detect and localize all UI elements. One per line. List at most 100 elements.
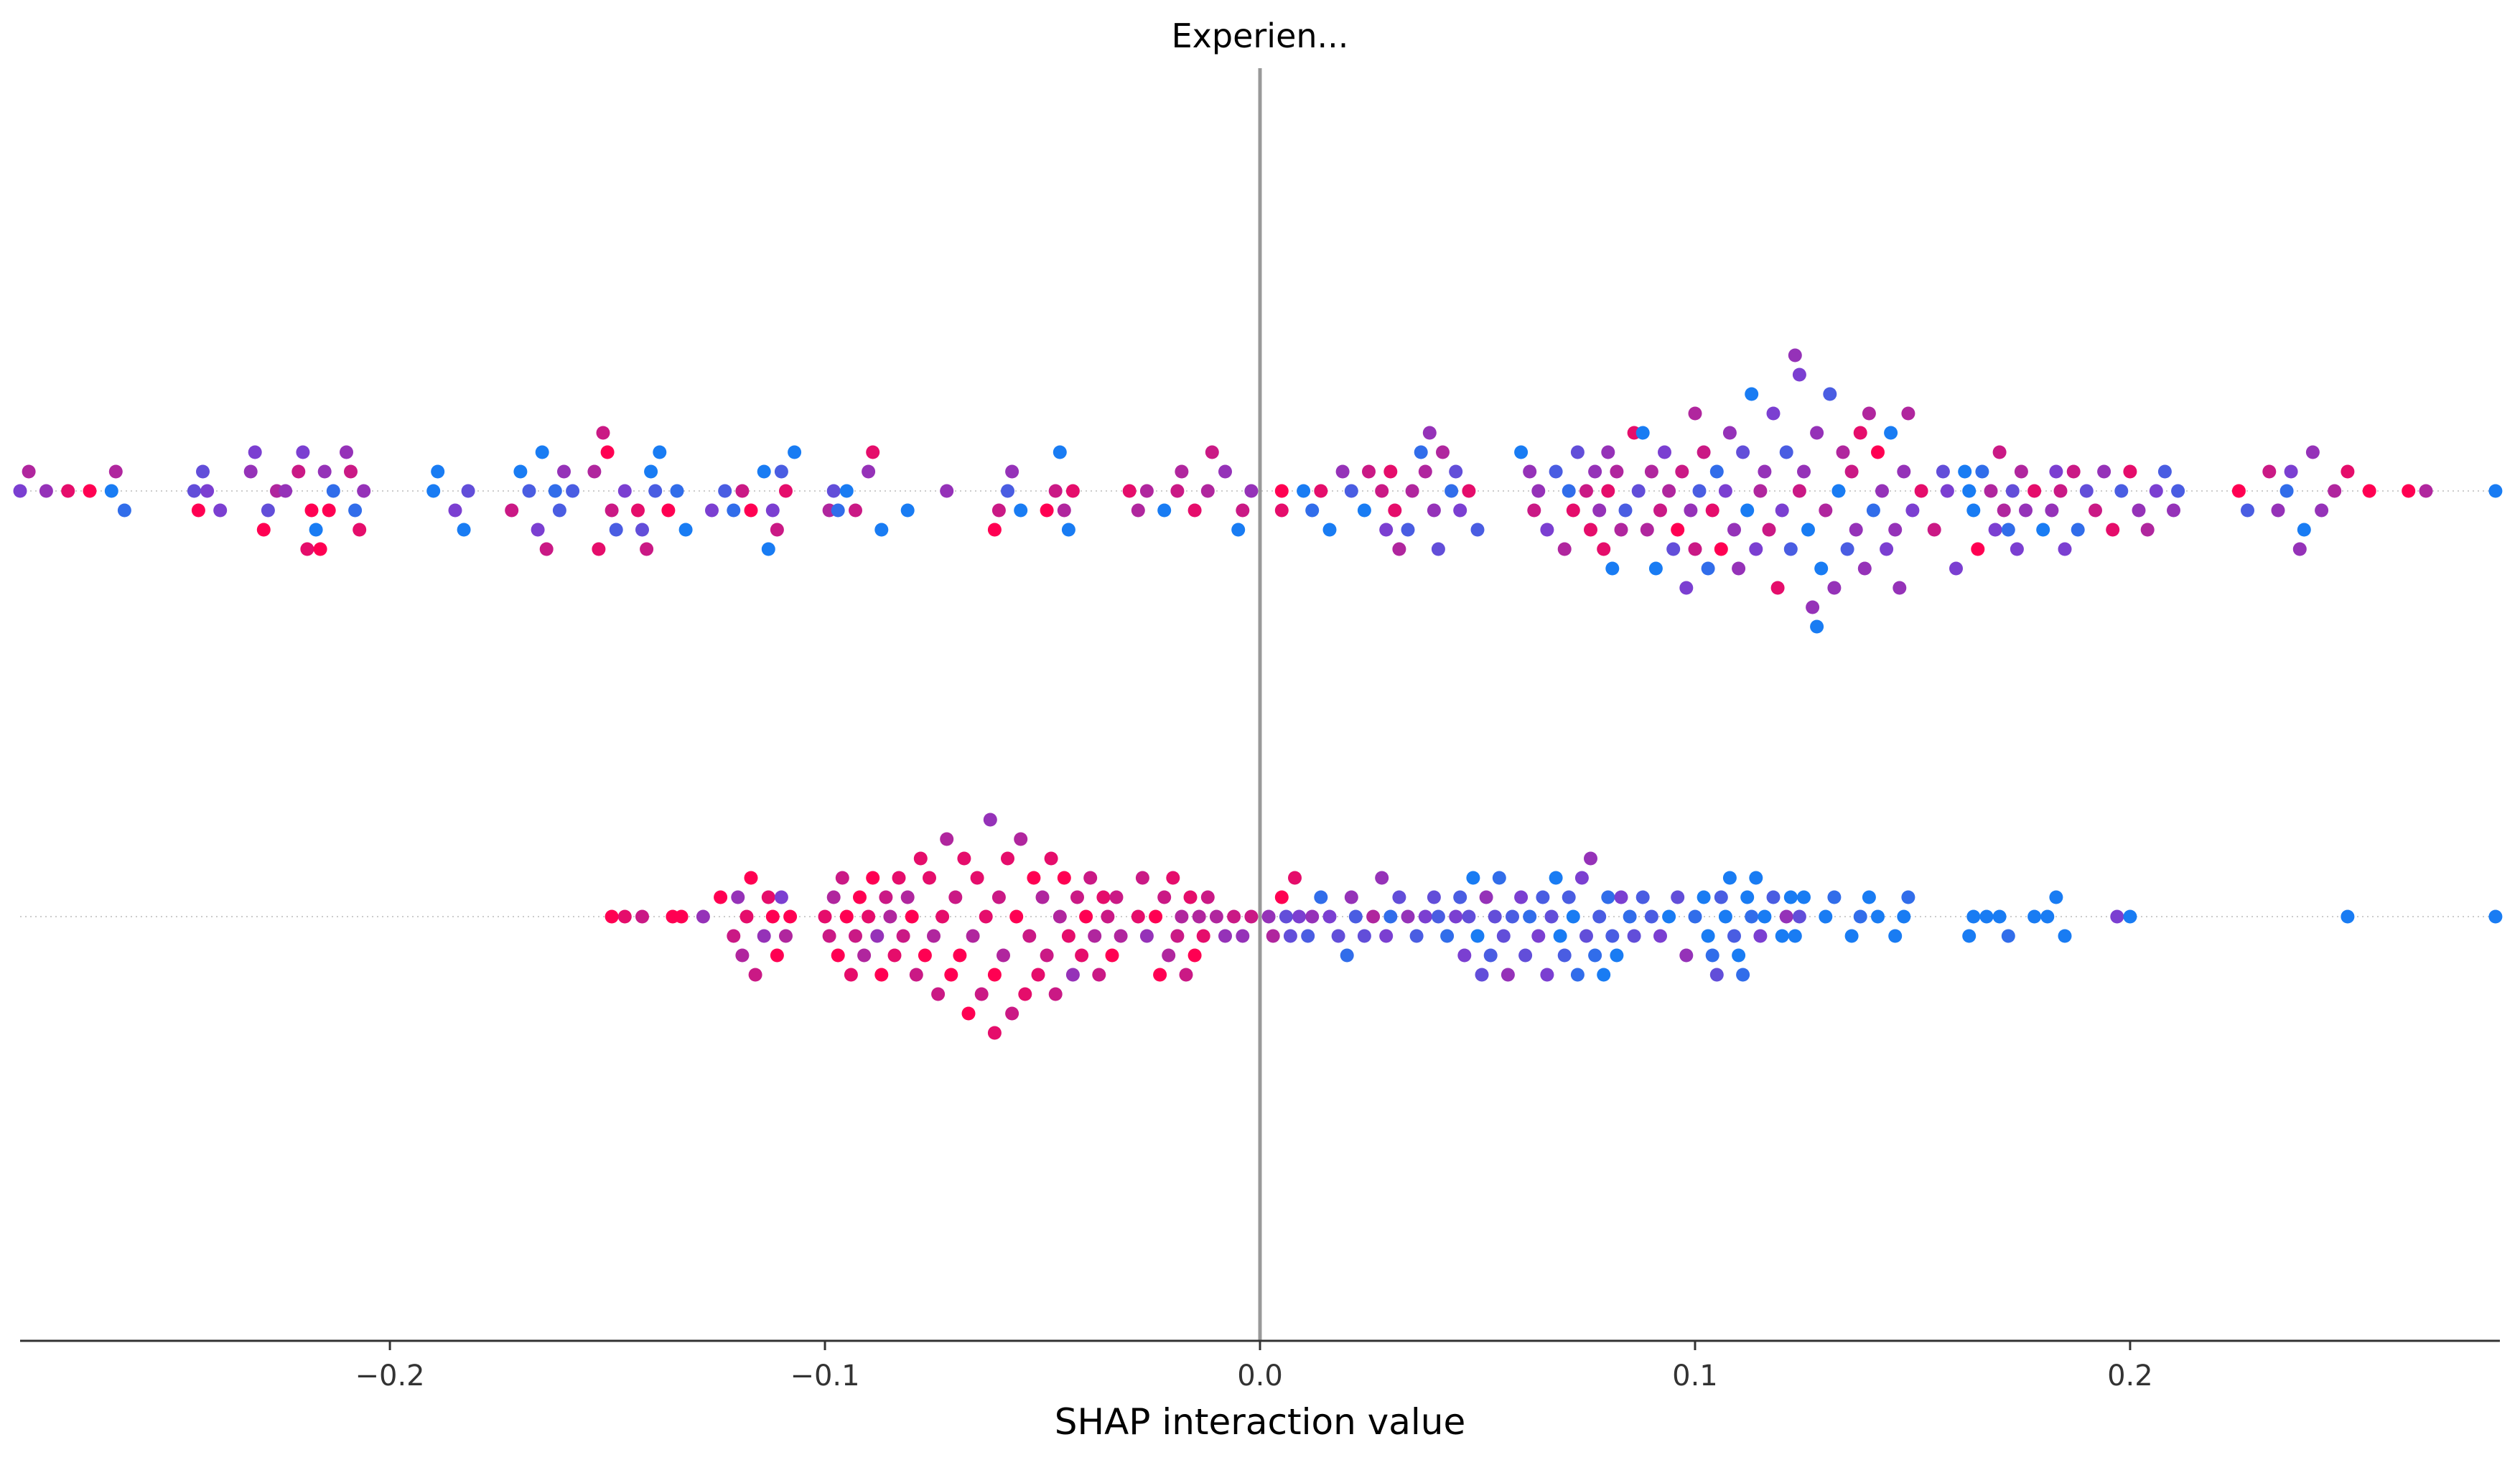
data-point: [1475, 968, 1489, 982]
data-point: [1274, 890, 1289, 904]
data-point: [1653, 503, 1667, 518]
data-point: [1897, 909, 1911, 924]
data-point: [2114, 484, 2129, 498]
data-point: [200, 484, 215, 498]
data-point: [1139, 484, 1154, 498]
data-point: [1183, 890, 1198, 904]
data-point: [1574, 871, 1589, 885]
data-point: [353, 523, 367, 537]
data-point: [1727, 929, 1741, 943]
data-point: [2341, 464, 2355, 479]
data-point: [2027, 909, 2042, 924]
data-point: [844, 968, 858, 982]
data-point: [1357, 503, 1371, 518]
data-point: [1401, 523, 1415, 537]
data-point: [1418, 464, 1432, 479]
data-point: [1379, 929, 1394, 943]
data-point: [1196, 929, 1210, 943]
data-point: [344, 464, 358, 479]
data-point: [1844, 464, 1859, 479]
data-point: [1644, 464, 1658, 479]
data-point: [765, 909, 780, 924]
data-point: [22, 464, 36, 479]
data-point: [822, 929, 836, 943]
data-point: [587, 464, 602, 479]
data-point: [2089, 503, 2102, 518]
data-point: [1292, 909, 1306, 924]
data-point: [1766, 406, 1781, 421]
data-point: [1001, 484, 1014, 498]
data-point: [1061, 929, 1075, 943]
data-point: [2014, 464, 2028, 479]
data-point: [2123, 464, 2137, 479]
data-point: [1705, 948, 1719, 963]
x-tick-label: 0.2: [2107, 1359, 2153, 1393]
data-point: [1814, 561, 1829, 576]
data-point: [1927, 523, 1941, 537]
data-point: [1901, 406, 1915, 421]
data-point: [1732, 561, 1746, 576]
data-point: [857, 948, 872, 963]
data-point: [1901, 890, 1915, 904]
data-point: [1044, 851, 1058, 866]
data-point: [1075, 948, 1089, 963]
data-point: [1536, 890, 1550, 904]
data-point: [1022, 929, 1037, 943]
data-point: [1009, 909, 1024, 924]
x-tick-label: 0.0: [1237, 1359, 1283, 1393]
data-point: [635, 909, 649, 924]
data-point: [2231, 484, 2246, 498]
data-point: [1109, 890, 1124, 904]
data-point: [1057, 503, 1071, 518]
data-point: [748, 968, 762, 982]
data-point: [1697, 445, 1711, 459]
data-point: [739, 909, 754, 924]
data-point: [2045, 503, 2059, 518]
data-point: [1623, 909, 1637, 924]
data-point: [1605, 561, 1620, 576]
data-point: [2488, 484, 2503, 498]
data-point: [83, 484, 97, 498]
data-point: [1192, 909, 1206, 924]
data-point: [1570, 445, 1585, 459]
data-point: [1679, 581, 1694, 595]
data-point: [1114, 929, 1128, 943]
data-point: [1740, 503, 1755, 518]
data-point: [1288, 871, 1302, 885]
data-point: [1679, 948, 1694, 963]
data-point: [923, 871, 936, 885]
data-point: [1218, 464, 1232, 479]
data-point: [970, 871, 984, 885]
data-point: [1640, 523, 1654, 537]
data-point: [2019, 503, 2033, 518]
data-point: [1314, 484, 1328, 498]
data-point: [243, 464, 258, 479]
data-point: [309, 523, 323, 537]
data-point: [1040, 503, 1054, 518]
data-point: [1736, 445, 1750, 459]
data-point: [653, 445, 667, 459]
data-point: [2066, 464, 2081, 479]
data-point: [2027, 484, 2042, 498]
data-point: [522, 484, 536, 498]
data-point: [1601, 445, 1615, 459]
data-point: [1584, 523, 1597, 537]
data-point: [1131, 909, 1145, 924]
data-point: [1740, 890, 1755, 904]
data-point: [108, 464, 123, 479]
data-point: [1205, 445, 1219, 459]
data-point: [648, 484, 663, 498]
data-point: [313, 542, 327, 556]
data-point: [1871, 445, 1885, 459]
data-point: [1079, 909, 1093, 924]
data-point: [953, 948, 967, 963]
data-point: [1557, 948, 1572, 963]
data-point: [1666, 542, 1681, 556]
data-point: [1984, 484, 1998, 498]
data-point: [548, 484, 562, 498]
data-point: [457, 523, 471, 537]
data-point: [2058, 929, 2072, 943]
data-point: [1614, 890, 1628, 904]
data-point: [788, 445, 802, 459]
data-point: [705, 503, 719, 518]
